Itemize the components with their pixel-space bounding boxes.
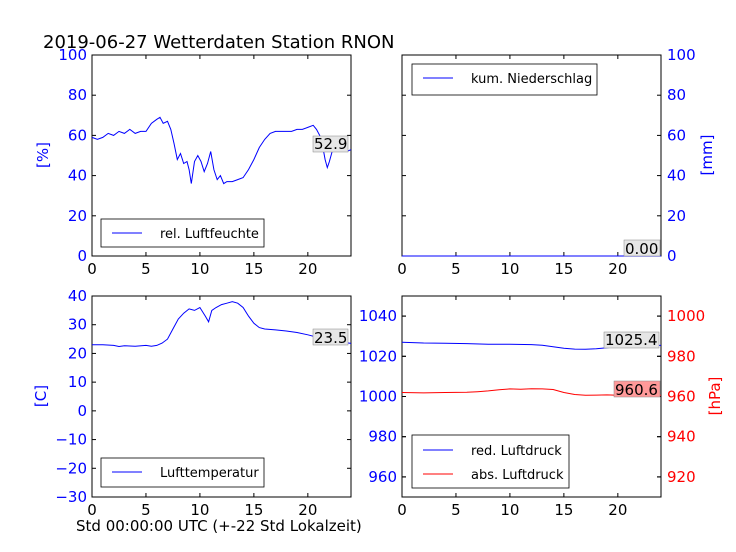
humidity-last-value: 52.9 bbox=[312, 135, 349, 153]
temperature-plot-frame bbox=[91, 295, 352, 498]
humidity-panel: 0 5 10 15 20 0 20 40 60 80 100 [%] rel. Luftfeucht… bbox=[34, 46, 352, 278]
x-tick-label: 20 bbox=[608, 260, 627, 278]
y-tick-label: 80 bbox=[68, 86, 87, 104]
humidity-plot-frame bbox=[91, 54, 352, 257]
x-tick-label: 10 bbox=[190, 501, 209, 519]
y2-tick-label: 100 bbox=[667, 46, 696, 64]
x-tick-label: 0 bbox=[87, 260, 97, 278]
pressure-legend-label-absolute: abs. Luftdruck bbox=[471, 468, 564, 483]
x-tick-label: 5 bbox=[141, 260, 151, 278]
x-tick-label: 10 bbox=[500, 260, 519, 278]
y-tick-label: 20 bbox=[68, 344, 87, 362]
x-tick-label: 15 bbox=[554, 260, 573, 278]
x-axis-label: Std 00:00:00 UTC (+-22 Std Lokalzeit) bbox=[76, 517, 362, 535]
y2-tick-label: 60 bbox=[667, 126, 686, 144]
precipitation-y-axis-label: [mm] bbox=[698, 135, 716, 176]
y-tick-label: 30 bbox=[68, 316, 87, 334]
x-tick-label: 0 bbox=[87, 501, 97, 519]
y2-tick-label: 920 bbox=[667, 468, 696, 486]
humidity-last-value-label: 52.9 bbox=[314, 135, 347, 153]
x-tick-label: 20 bbox=[298, 260, 317, 278]
y-tick-label: −30 bbox=[55, 488, 87, 506]
y2-tick-label: 0 bbox=[667, 247, 677, 265]
y-tick-label: 960 bbox=[368, 468, 397, 486]
absolute-pressure-last-value-label: 960.6 bbox=[615, 381, 658, 399]
temperature-series-line bbox=[92, 301, 352, 348]
pressure-legend: red. Luftdruck abs. Luftdruck bbox=[411, 434, 570, 489]
y-tick-label: 40 bbox=[68, 287, 87, 305]
precipitation-panel: 0 5 10 15 20 0 20 40 60 80 100 [mm] kum. Niedersch… bbox=[397, 46, 716, 278]
precipitation-legend-label: kum. Niederschlag bbox=[471, 72, 592, 87]
y-tick-label: 1040 bbox=[359, 307, 397, 325]
x-tick-label: 20 bbox=[298, 501, 317, 519]
temperature-last-value: 23.5 bbox=[312, 328, 349, 347]
y-tick-label: 1000 bbox=[359, 388, 397, 406]
precipitation-last-value-label: 0.00 bbox=[625, 240, 658, 258]
reduced-pressure-last-value-label: 1025.4 bbox=[605, 331, 658, 349]
pressure-panel: 0 5 10 15 20 960 980 1000 1020 1040 920 940 960 980 10… bbox=[359, 295, 724, 519]
y-tick-label: 0 bbox=[77, 402, 87, 420]
y-tick-label: 1020 bbox=[359, 347, 397, 365]
x-tick-label: 5 bbox=[451, 501, 461, 519]
y-tick-label: −10 bbox=[55, 431, 87, 449]
x-tick-label: 15 bbox=[244, 260, 263, 278]
figure-title: 2019-06-27 Wetterdaten Station RNON bbox=[43, 32, 394, 53]
y-tick-label: −20 bbox=[55, 459, 87, 477]
x-tick-label: 15 bbox=[554, 501, 573, 519]
y-tick-label: 0 bbox=[77, 247, 87, 265]
temperature-panel: 0 5 10 15 20 −30 −20 −10 0 10 20 30 40 [C] Lufttempe… bbox=[32, 287, 352, 519]
x-tick-label: 10 bbox=[500, 501, 519, 519]
humidity-legend: rel. Luftfeuchte bbox=[100, 218, 265, 248]
y2-tick-label: 20 bbox=[667, 207, 686, 225]
x-tick-label: 5 bbox=[141, 501, 151, 519]
y2-tick-label: 40 bbox=[667, 167, 686, 185]
y2-tick-label: 960 bbox=[667, 388, 696, 406]
temperature-legend: Lufttemperatur bbox=[100, 457, 265, 488]
temperature-y-axis-label: [C] bbox=[32, 385, 50, 407]
y-tick-label: 60 bbox=[68, 126, 87, 144]
reduced-pressure-last-value: 1025.4 bbox=[603, 331, 660, 349]
y-tick-label: 10 bbox=[68, 373, 87, 391]
y-tick-label: 100 bbox=[58, 46, 87, 64]
y-tick-label: 980 bbox=[368, 428, 397, 446]
x-tick-label: 0 bbox=[397, 260, 407, 278]
y2-tick-label: 1000 bbox=[667, 307, 705, 325]
y2-tick-label: 980 bbox=[667, 347, 696, 365]
humidity-legend-label: rel. Luftfeuchte bbox=[160, 227, 259, 242]
y2-tick-label: 940 bbox=[667, 428, 696, 446]
x-tick-label: 0 bbox=[397, 501, 407, 519]
humidity-y-axis-label: [%] bbox=[34, 142, 52, 168]
y-tick-label: 40 bbox=[68, 167, 87, 185]
temperature-last-value-label: 23.5 bbox=[314, 329, 347, 347]
y-tick-label: 20 bbox=[68, 207, 87, 225]
y2-tick-label: 80 bbox=[667, 86, 686, 104]
precipitation-legend: kum. Niederschlag bbox=[411, 63, 598, 96]
absolute-pressure-last-value: 960.6 bbox=[613, 380, 661, 399]
pressure-y2-axis-label: [hPa] bbox=[706, 377, 724, 416]
precipitation-last-value: 0.00 bbox=[623, 239, 661, 258]
x-tick-label: 5 bbox=[451, 260, 461, 278]
x-tick-label: 20 bbox=[608, 501, 627, 519]
pressure-legend-label-reduced: red. Luftdruck bbox=[471, 444, 562, 459]
x-tick-label: 10 bbox=[190, 260, 209, 278]
x-tick-label: 15 bbox=[244, 501, 263, 519]
humidity-series-line bbox=[91, 116, 352, 185]
temperature-legend-label: Lufttemperatur bbox=[160, 466, 259, 481]
